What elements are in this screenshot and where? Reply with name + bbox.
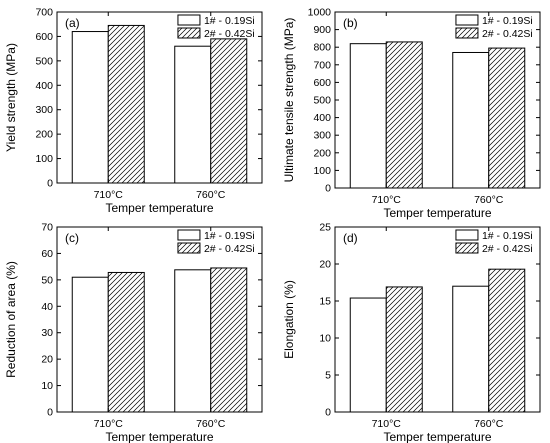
y-axis-title: Ultimate tensile strength (MPa) (282, 18, 296, 183)
legend-label: 2# - 0.42Si (482, 243, 533, 255)
y-tick-label: 900 (313, 24, 331, 36)
y-tick-label: 40 (41, 301, 53, 313)
y-tick-label: 100 (35, 153, 53, 165)
x-tick-label: 710°C (94, 189, 124, 201)
x-tick-label: 710°C (372, 194, 402, 206)
legend-swatch (455, 14, 479, 26)
legend-swatch (177, 229, 201, 241)
y-tick-label: 200 (313, 147, 331, 159)
bar (488, 47, 526, 189)
bar (107, 24, 145, 184)
y-tick-label: 20 (319, 259, 331, 271)
panel-label: (c) (65, 231, 79, 245)
y-tick-label: 70 (41, 222, 53, 234)
bar (210, 267, 248, 413)
x-axis-title: Temper temperature (383, 430, 491, 443)
x-axis-title: Temper temperature (105, 201, 213, 215)
y-tick-label: 200 (35, 129, 53, 141)
y-tick-label: 800 (313, 42, 331, 54)
bar (107, 271, 145, 413)
y-tick-label: 15 (319, 296, 331, 308)
x-tick-label: 760°C (196, 189, 226, 201)
y-tick-label: 300 (35, 104, 53, 116)
y-tick-label: 0 (325, 407, 331, 419)
y-tick-label: 100 (313, 165, 331, 177)
bar (385, 41, 423, 189)
bar (71, 31, 109, 184)
legend-label: 1# - 0.19Si (204, 15, 255, 27)
legend-swatch (455, 229, 479, 241)
y-tick-label: 500 (313, 95, 331, 107)
legend-swatch (177, 242, 201, 254)
y-tick-label: 10 (41, 380, 53, 392)
y-tick-label: 700 (35, 7, 53, 19)
y-tick-label: 400 (313, 112, 331, 124)
y-tick-label: 0 (47, 178, 53, 190)
bar (174, 45, 212, 184)
y-tick-label: 60 (41, 248, 53, 260)
legend-swatch (455, 27, 479, 39)
chart-panel: 0 100 200 300 400 500 600 700 710°C 760°C (a) 1# - … (4, 7, 263, 215)
y-tick-label: 600 (313, 77, 331, 89)
y-tick-label: 5 (325, 370, 331, 382)
panel-label: (d) (343, 231, 358, 245)
plot-frame (56, 11, 263, 184)
bar (71, 276, 109, 413)
y-tick-label: 500 (35, 55, 53, 67)
chart-panel: 0 100 200 300 400 500 600 700 800 900 1000 710°C 760… (282, 7, 541, 220)
y-tick-label: 10 (319, 333, 331, 345)
y-tick-label: 1000 (308, 7, 332, 19)
x-tick-label: 710°C (372, 418, 402, 430)
x-tick-label: 760°C (474, 418, 504, 430)
panel-label: (b) (343, 16, 358, 30)
legend-label: 2# - 0.42Si (204, 243, 255, 255)
bar (349, 297, 387, 413)
legend-label: 2# - 0.42Si (204, 28, 255, 40)
bar (210, 38, 248, 184)
bar (174, 269, 212, 413)
legend-swatch (177, 27, 201, 39)
x-tick-label: 710°C (94, 418, 124, 430)
legend-label: 2# - 0.42Si (482, 28, 533, 40)
x-axis-title: Temper temperature (105, 430, 213, 443)
y-tick-label: 20 (41, 354, 53, 366)
x-axis-title: Temper temperature (383, 206, 491, 220)
y-tick-label: 0 (325, 183, 331, 195)
bar (452, 51, 490, 189)
y-tick-label: 400 (35, 80, 53, 92)
chart-panel: 0 10 20 30 40 50 60 70 710°C 760°C (c) 1# - 0.19Si2… (4, 222, 263, 443)
y-tick-label: 0 (47, 407, 53, 419)
y-tick-label: 300 (313, 130, 331, 142)
bar (488, 268, 526, 413)
plot-frame (334, 226, 541, 413)
legend-label: 1# - 0.19Si (482, 15, 533, 27)
y-axis-title: Reduction of area (%) (4, 261, 18, 378)
plot-frame (56, 226, 263, 413)
panel-label: (a) (65, 16, 80, 30)
bar (349, 43, 387, 189)
legend-swatch (455, 242, 479, 254)
legend-label: 1# - 0.19Si (482, 230, 533, 242)
x-tick-label: 760°C (474, 194, 504, 206)
legend-label: 1# - 0.19Si (204, 230, 255, 242)
y-tick-label: 50 (41, 274, 53, 286)
y-axis-title: Elongation (%) (282, 280, 296, 359)
x-tick-label: 760°C (196, 418, 226, 430)
bar (385, 286, 423, 413)
y-tick-label: 25 (319, 222, 331, 234)
legend-swatch (177, 14, 201, 26)
y-tick-label: 700 (313, 59, 331, 71)
y-tick-label: 30 (41, 327, 53, 339)
y-axis-title: Yield strength (MPa) (4, 43, 18, 152)
y-tick-label: 600 (35, 31, 53, 43)
bar (452, 285, 490, 413)
